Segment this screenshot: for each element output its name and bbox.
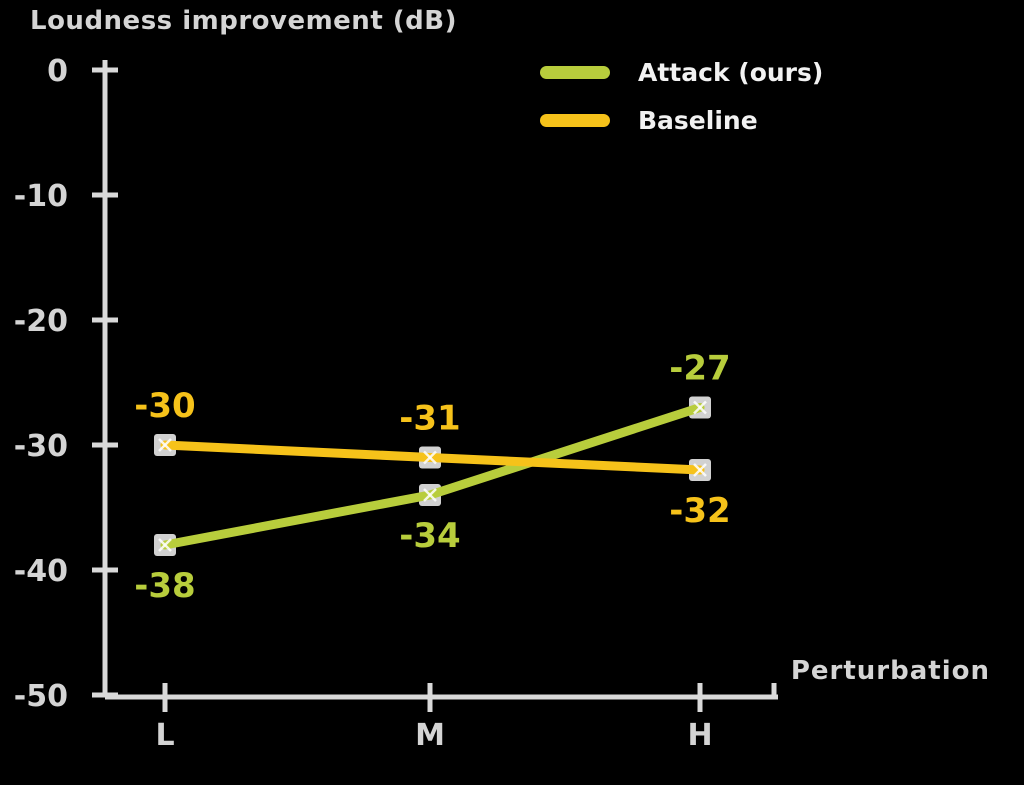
y-tick-label: -30 [14, 429, 68, 464]
x-tick-label: H [687, 718, 712, 753]
point-label: -30 [134, 386, 195, 426]
marker-cross [423, 450, 437, 465]
y-tick-label: -40 [14, 554, 68, 589]
legend-item-baseline: Baseline [540, 104, 823, 136]
legend-swatch-gold [540, 113, 610, 127]
x-tick-label: L [155, 718, 174, 753]
point-label: -31 [399, 399, 460, 439]
marker-cross [158, 438, 172, 452]
marker-cross [158, 538, 172, 552]
y-tick-label: -20 [14, 304, 68, 339]
y-tick-label: -50 [14, 679, 68, 714]
point-label: -27 [669, 349, 730, 389]
legend-item-attack: Attack (ours) [540, 56, 823, 88]
marker-cross [693, 400, 707, 415]
legend-swatch-green [540, 65, 610, 79]
legend-label-attack: Attack (ours) [638, 57, 824, 87]
x-axis-title: Perturbation [790, 656, 990, 686]
chart-title: Loudness improvement (dB) [30, 6, 457, 36]
legend-label-baseline: Baseline [638, 105, 758, 135]
marker-cross [423, 488, 437, 502]
marker-cross [693, 463, 707, 477]
legend: Attack (ours) Baseline [540, 56, 823, 152]
x-tick-label: M [415, 718, 445, 753]
point-label: -32 [669, 491, 730, 531]
y-tick-label: -10 [14, 179, 68, 214]
point-label: -34 [399, 516, 460, 556]
point-label: -38 [134, 566, 195, 606]
y-tick-label: 0 [47, 54, 68, 89]
